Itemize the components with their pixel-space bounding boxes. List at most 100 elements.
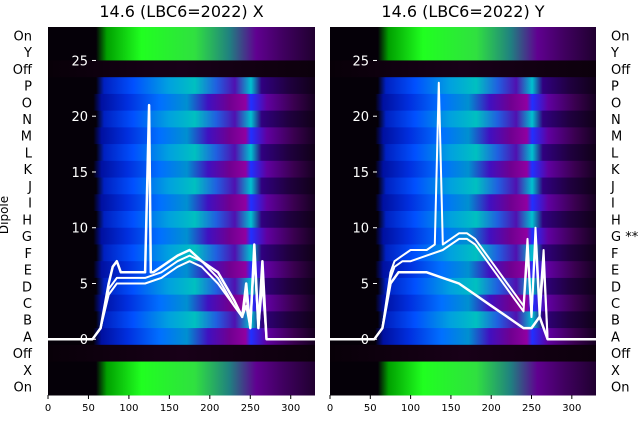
heatmap-row xyxy=(330,60,596,78)
category-label: D xyxy=(611,280,621,295)
heatmap-row xyxy=(330,244,596,262)
chart-title: 14.6 (LBC6=2022) X xyxy=(99,2,263,21)
heatmap-row xyxy=(330,227,596,245)
heatmap-row xyxy=(48,144,315,162)
heatmap-row xyxy=(48,127,315,145)
y-tick-label: 25 xyxy=(352,54,369,69)
category-label: G xyxy=(22,230,32,245)
heatmap-row xyxy=(330,294,596,312)
category-label: On xyxy=(14,29,32,44)
heatmap-row xyxy=(48,378,315,396)
heatmap-row xyxy=(330,378,596,396)
category-label: O xyxy=(611,96,621,111)
overlay-series-line xyxy=(330,81,596,341)
category-label: Off xyxy=(13,63,33,78)
x-tick-label: 250 xyxy=(522,403,541,414)
x-tick-label: 50 xyxy=(364,403,377,414)
heatmap-row xyxy=(330,311,596,329)
chart-title: 14.6 (LBC6=2022) Y xyxy=(381,2,544,21)
x-tick-label: 200 xyxy=(482,403,501,414)
category-label: C xyxy=(611,297,620,312)
category-label: On xyxy=(14,381,32,396)
x-tick-label: 0 xyxy=(327,403,333,414)
heatmap-row xyxy=(330,344,596,363)
category-label: K xyxy=(23,163,32,178)
category-label: B xyxy=(611,314,620,329)
y-tick-label: 10 xyxy=(71,222,88,237)
category-label: N xyxy=(611,113,621,128)
x-tick-label: 200 xyxy=(200,403,219,414)
heatmap-row xyxy=(330,177,596,195)
heatmap-row xyxy=(330,93,596,112)
heatmap-row xyxy=(330,211,596,229)
category-label: J xyxy=(610,180,615,195)
category-label: E xyxy=(611,264,619,279)
category-label: H xyxy=(22,213,32,228)
category-label: M xyxy=(611,130,622,145)
category-label: B xyxy=(23,314,32,329)
x-tick-label: 50 xyxy=(82,403,95,414)
category-label: I xyxy=(611,197,615,212)
y-tick-label: 20 xyxy=(71,110,88,125)
y-tick-label: 15 xyxy=(71,166,88,181)
category-label: P xyxy=(611,80,619,95)
heatmap-row xyxy=(330,110,596,128)
heatmap-row xyxy=(48,344,315,363)
heatmap-row xyxy=(48,311,315,329)
category-label: X xyxy=(23,364,32,379)
overlay-series-line xyxy=(48,103,315,341)
category-label: F xyxy=(25,247,32,262)
category-label: Off xyxy=(13,347,33,362)
heatmap-row xyxy=(48,177,315,195)
heatmap-row xyxy=(330,27,596,45)
heatmap-row xyxy=(330,261,596,279)
heatmap-row xyxy=(48,160,315,179)
category-label: G ** xyxy=(611,230,639,245)
category-label: I xyxy=(28,197,32,212)
category-label: E xyxy=(24,264,32,279)
category-label: On xyxy=(611,29,629,44)
category-label: O xyxy=(22,96,32,111)
heatmap-row xyxy=(330,144,596,162)
category-label: Y xyxy=(23,46,32,61)
heatmap-row xyxy=(48,361,315,379)
heatmap-row xyxy=(48,328,315,346)
heatmap-row xyxy=(330,77,596,95)
x-tick-label: 0 xyxy=(45,403,51,414)
y-tick-label: 20 xyxy=(352,110,369,125)
heatmap-row xyxy=(48,227,315,245)
x-tick-label: 250 xyxy=(241,403,260,414)
category-label: N xyxy=(22,113,32,128)
x-tick-label: 100 xyxy=(119,403,138,414)
y-tick-label: 10 xyxy=(352,222,369,237)
category-label: Off xyxy=(611,347,631,362)
y-tick-label: 0 xyxy=(80,333,88,348)
category-label: P xyxy=(24,80,32,95)
category-label: K xyxy=(611,163,620,178)
overlay-series-line xyxy=(330,237,596,341)
category-label: Y xyxy=(610,46,619,61)
heatmap-row xyxy=(330,194,596,212)
category-label: J xyxy=(27,180,32,195)
heatmap-row xyxy=(48,60,315,78)
category-label: On xyxy=(611,381,629,396)
category-label: L xyxy=(611,146,619,161)
y-tick-label: 15 xyxy=(352,166,369,181)
heatmap-row xyxy=(48,27,315,45)
heatmap-row xyxy=(330,127,596,145)
y-axis-label: Dipole xyxy=(0,196,11,234)
x-tick-label: 300 xyxy=(281,403,300,414)
category-label: H xyxy=(611,213,621,228)
category-label: L xyxy=(25,146,33,161)
overlay-series-line xyxy=(330,271,596,341)
y-tick-label: 0 xyxy=(361,333,369,348)
y-tick-label: 5 xyxy=(361,277,369,292)
y-tick-label: 5 xyxy=(80,277,88,292)
category-label: Off xyxy=(611,63,631,78)
category-label: C xyxy=(23,297,32,312)
x-tick-label: 300 xyxy=(562,403,581,414)
x-tick-label: 150 xyxy=(160,403,179,414)
heatmap-row xyxy=(48,194,315,212)
